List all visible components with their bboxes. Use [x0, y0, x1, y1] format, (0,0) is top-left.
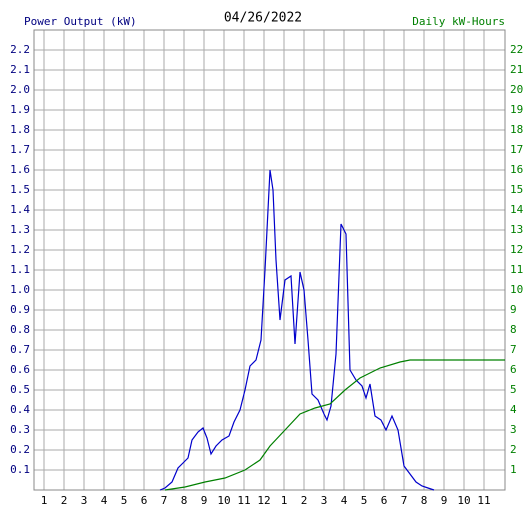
y2-tick-label: 2 — [510, 443, 517, 456]
y2-tick-label: 7 — [510, 343, 517, 356]
x-tick-label: 4 — [341, 494, 348, 507]
y2-axis-label: Daily kW-Hours — [412, 15, 505, 28]
y2-tick-label: 4 — [510, 403, 517, 416]
y-tick-label: 1.1 — [10, 263, 30, 276]
y-tick-label: 0.3 — [10, 423, 30, 436]
y-tick-label: 1.3 — [10, 223, 30, 236]
x-tick-label: 1 — [41, 494, 48, 507]
plot-frame — [33, 29, 506, 491]
x-tick-label: 3 — [81, 494, 88, 507]
y2-tick-label: 6 — [510, 363, 517, 376]
x-tick-label: 1 — [281, 494, 288, 507]
y-tick-label: 0.9 — [10, 303, 30, 316]
y-tick-label: 2.2 — [10, 43, 30, 56]
y-tick-label: 1.7 — [10, 143, 30, 156]
y-tick-label: 1.5 — [10, 183, 30, 196]
chart-title: 04/26/2022 — [224, 11, 302, 26]
x-tick-label: 11 — [477, 494, 490, 507]
x-tick-label: 7 — [401, 494, 408, 507]
y2-tick-label: 14 — [510, 203, 524, 216]
y2-tick-label: 17 — [510, 143, 523, 156]
series-line — [164, 359, 505, 491]
y-axis-label: Power Output (kW) — [24, 15, 137, 28]
y-tick-label: 1.6 — [10, 163, 30, 176]
y-tick-label: 2.0 — [10, 83, 30, 96]
y2-tick-label: 20 — [510, 83, 523, 96]
x-tick-label: 9 — [441, 494, 448, 507]
x-tick-label: 4 — [101, 494, 108, 507]
x-tick-label: 9 — [201, 494, 208, 507]
y2-tick-label: 11 — [510, 263, 523, 276]
x-tick-label: 6 — [381, 494, 388, 507]
y2-tick-label: 1 — [510, 463, 517, 476]
x-tick-label: 2 — [301, 494, 308, 507]
series-line — [159, 169, 435, 491]
y2-tick-label: 12 — [510, 243, 523, 256]
x-tick-label: 2 — [61, 494, 68, 507]
y-tick-label: 2.1 — [10, 63, 30, 76]
x-tick-label: 7 — [161, 494, 168, 507]
x-tick-label: 3 — [321, 494, 328, 507]
y2-tick-label: 21 — [510, 63, 523, 76]
y2-tick-label: 13 — [510, 223, 523, 236]
x-tick-label: 12 — [257, 494, 270, 507]
y2-tick-label: 9 — [510, 303, 517, 316]
x-tick-label: 5 — [361, 494, 368, 507]
x-tick-label: 10 — [217, 494, 230, 507]
x-tick-label: 11 — [237, 494, 250, 507]
y-tick-label: 0.7 — [10, 343, 30, 356]
x-tick-label: 8 — [181, 494, 188, 507]
y-tick-label: 1.8 — [10, 123, 30, 136]
y-tick-label: 1.9 — [10, 103, 30, 116]
y2-tick-label: 5 — [510, 383, 517, 396]
y2-tick-label: 18 — [510, 123, 523, 136]
y-tick-label: 1.4 — [10, 203, 30, 216]
y-tick-label: 1.2 — [10, 243, 30, 256]
y2-tick-label: 15 — [510, 183, 523, 196]
x-tick-label: 10 — [457, 494, 470, 507]
y-tick-label: 0.2 — [10, 443, 30, 456]
x-tick-label: 8 — [421, 494, 428, 507]
y2-tick-label: 3 — [510, 423, 517, 436]
y-tick-label: 0.4 — [10, 403, 30, 416]
y2-tick-label: 16 — [510, 163, 523, 176]
y-tick-label: 1.0 — [10, 283, 30, 296]
y-tick-label: 0.8 — [10, 323, 30, 336]
x-tick-label: 6 — [141, 494, 148, 507]
y2-tick-label: 10 — [510, 283, 523, 296]
y2-tick-label: 19 — [510, 103, 523, 116]
y2-tick-label: 8 — [510, 323, 517, 336]
x-tick-label: 5 — [121, 494, 128, 507]
y2-tick-label: 22 — [510, 43, 523, 56]
y-tick-label: 0.1 — [10, 463, 30, 476]
y-tick-label: 0.6 — [10, 363, 30, 376]
y-tick-label: 0.5 — [10, 383, 30, 396]
